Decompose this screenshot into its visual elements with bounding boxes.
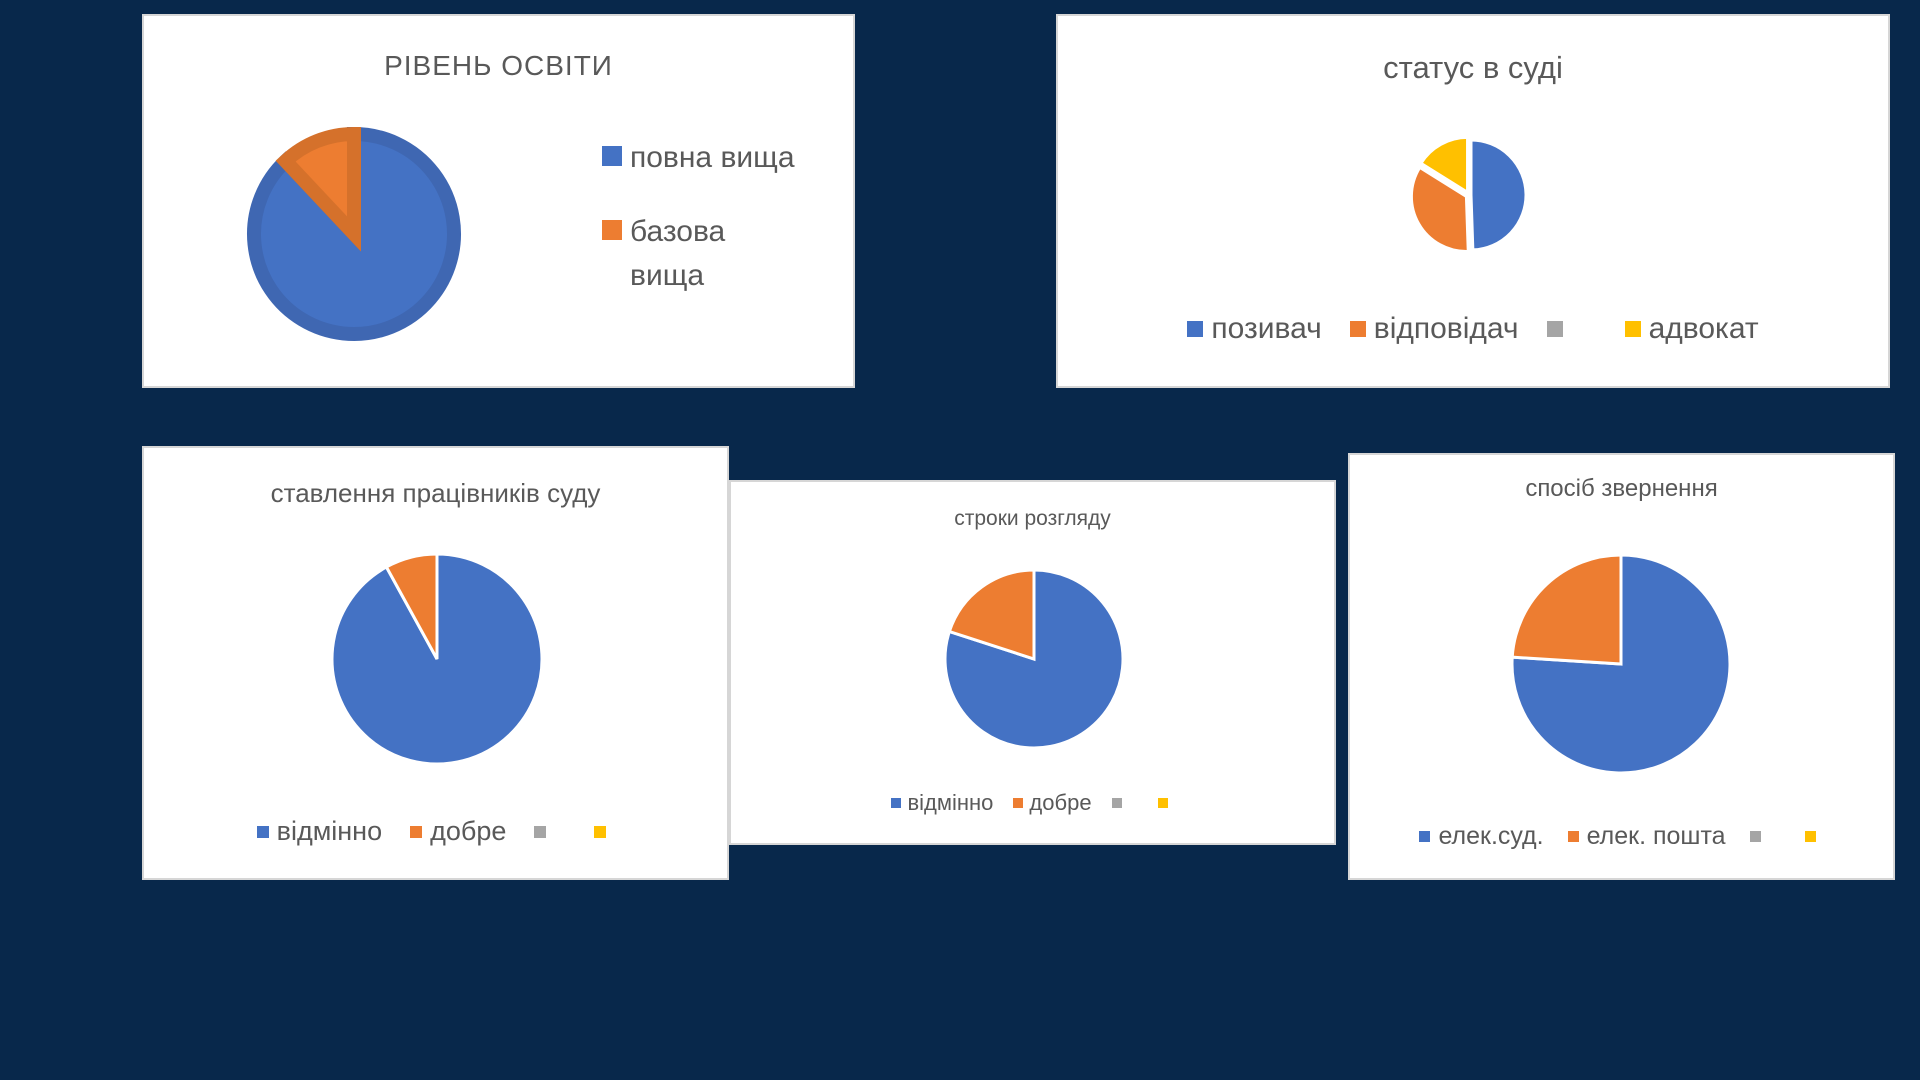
legend-swatch-gray bbox=[1111, 798, 1122, 808]
pie-slice-добре bbox=[384, 552, 439, 660]
legend-swatch-orange bbox=[1349, 321, 1366, 337]
legend-label: базова вища bbox=[630, 215, 726, 292]
pie-slice-добре bbox=[947, 568, 1036, 662]
legend-item: позивач bbox=[1187, 312, 1322, 346]
legend-swatch-gray bbox=[1749, 831, 1761, 842]
legend-swatch-blue bbox=[891, 798, 902, 808]
pie-slice-позивач bbox=[1469, 138, 1528, 252]
chart-title: спосіб звернення bbox=[1525, 475, 1718, 502]
legend-label: позивач bbox=[1211, 312, 1322, 345]
legend-item bbox=[1749, 831, 1769, 842]
chart-card-appeal-method: спосіб звернення елек.суд. елек. пошта bbox=[1348, 453, 1895, 880]
pie-slice-адвокат bbox=[1418, 135, 1470, 196]
chart-title: строки розгляду bbox=[954, 507, 1111, 530]
pie-slice-відповідач bbox=[1409, 165, 1470, 253]
legend-swatch-orange bbox=[1013, 798, 1024, 808]
legend-item: елек.суд. bbox=[1419, 822, 1544, 851]
legend-item bbox=[534, 825, 554, 838]
legend-item: відмінно bbox=[891, 790, 993, 816]
legend-label: добре bbox=[1029, 790, 1092, 815]
legend-label: повна вища bbox=[630, 141, 795, 174]
legend-swatch-yellow bbox=[594, 825, 607, 838]
pie-chart bbox=[1409, 135, 1528, 253]
pie-chart bbox=[1510, 553, 1732, 775]
legend-swatch-gray bbox=[1546, 321, 1563, 337]
legend-swatch-blue bbox=[602, 146, 622, 166]
legend-item: відмінно bbox=[256, 816, 383, 847]
chart-legend: позивач відповідач адвокат bbox=[1058, 312, 1888, 346]
pie-slice-елек.-пошта bbox=[1510, 553, 1623, 666]
legend-item bbox=[1157, 798, 1174, 808]
legend-item: відповідач bbox=[1349, 312, 1519, 346]
legend-swatch-yellow bbox=[1804, 831, 1816, 842]
legend-item: добре bbox=[410, 816, 506, 847]
chart-title: ставлення працівників суду bbox=[270, 478, 601, 508]
legend-swatch-blue bbox=[1187, 321, 1204, 337]
legend-swatch-gray bbox=[534, 825, 547, 838]
legend-item: базова вища bbox=[602, 210, 795, 298]
legend-label: відмінно bbox=[907, 790, 994, 815]
legend-label: елек.суд. bbox=[1438, 822, 1544, 850]
pie-slice-базова-вища bbox=[275, 126, 361, 252]
legend-item: повна вища bbox=[602, 136, 795, 180]
legend-swatch-blue bbox=[1419, 831, 1431, 842]
legend-item bbox=[1546, 321, 1571, 337]
legend-item bbox=[594, 825, 614, 838]
legend-label: адвокат bbox=[1648, 312, 1759, 345]
chart-card-staff-attitude: ставлення працівників суду відмінно добр… bbox=[142, 446, 729, 880]
chart-title: РІВЕНЬ ОСВІТИ bbox=[384, 50, 613, 81]
legend-label: відмінно bbox=[276, 816, 383, 846]
legend-swatch-yellow bbox=[1624, 321, 1641, 337]
chart-legend: елек.суд. елек. пошта bbox=[1350, 822, 1893, 851]
chart-legend: відмінно добре bbox=[731, 790, 1334, 816]
legend-item: добре bbox=[1013, 790, 1092, 816]
chart-card-court-status: статус в суді позивач відповідач адвокат bbox=[1056, 14, 1890, 388]
legend-swatch-orange bbox=[1567, 831, 1579, 842]
pie-chart bbox=[943, 568, 1125, 750]
legend-swatch-yellow bbox=[1157, 798, 1168, 808]
legend-item bbox=[1804, 831, 1824, 842]
chart-legend: відмінно добре bbox=[144, 816, 727, 847]
chart-card-education: РІВЕНЬ ОСВІТИ повна вища базова вища bbox=[142, 14, 855, 388]
pie-chart bbox=[247, 126, 461, 341]
legend-swatch-blue bbox=[256, 825, 269, 838]
pie-slice-елек.суд. bbox=[1510, 553, 1732, 775]
pie-chart bbox=[330, 552, 544, 766]
legend-label: добре bbox=[430, 816, 507, 846]
legend-label: елек. пошта bbox=[1586, 822, 1726, 850]
legend-swatch-orange bbox=[410, 825, 423, 838]
chart-legend: повна вища базова вища bbox=[602, 136, 795, 328]
chart-card-review-terms: строки розгляду відмінно добре bbox=[729, 480, 1336, 845]
legend-item bbox=[1111, 798, 1128, 808]
legend-swatch-orange bbox=[602, 220, 622, 240]
legend-item: елек. пошта bbox=[1567, 822, 1726, 851]
legend-label: відповідач bbox=[1373, 312, 1519, 345]
legend-item: адвокат bbox=[1624, 312, 1759, 346]
chart-title: статус в суді bbox=[1383, 50, 1563, 85]
